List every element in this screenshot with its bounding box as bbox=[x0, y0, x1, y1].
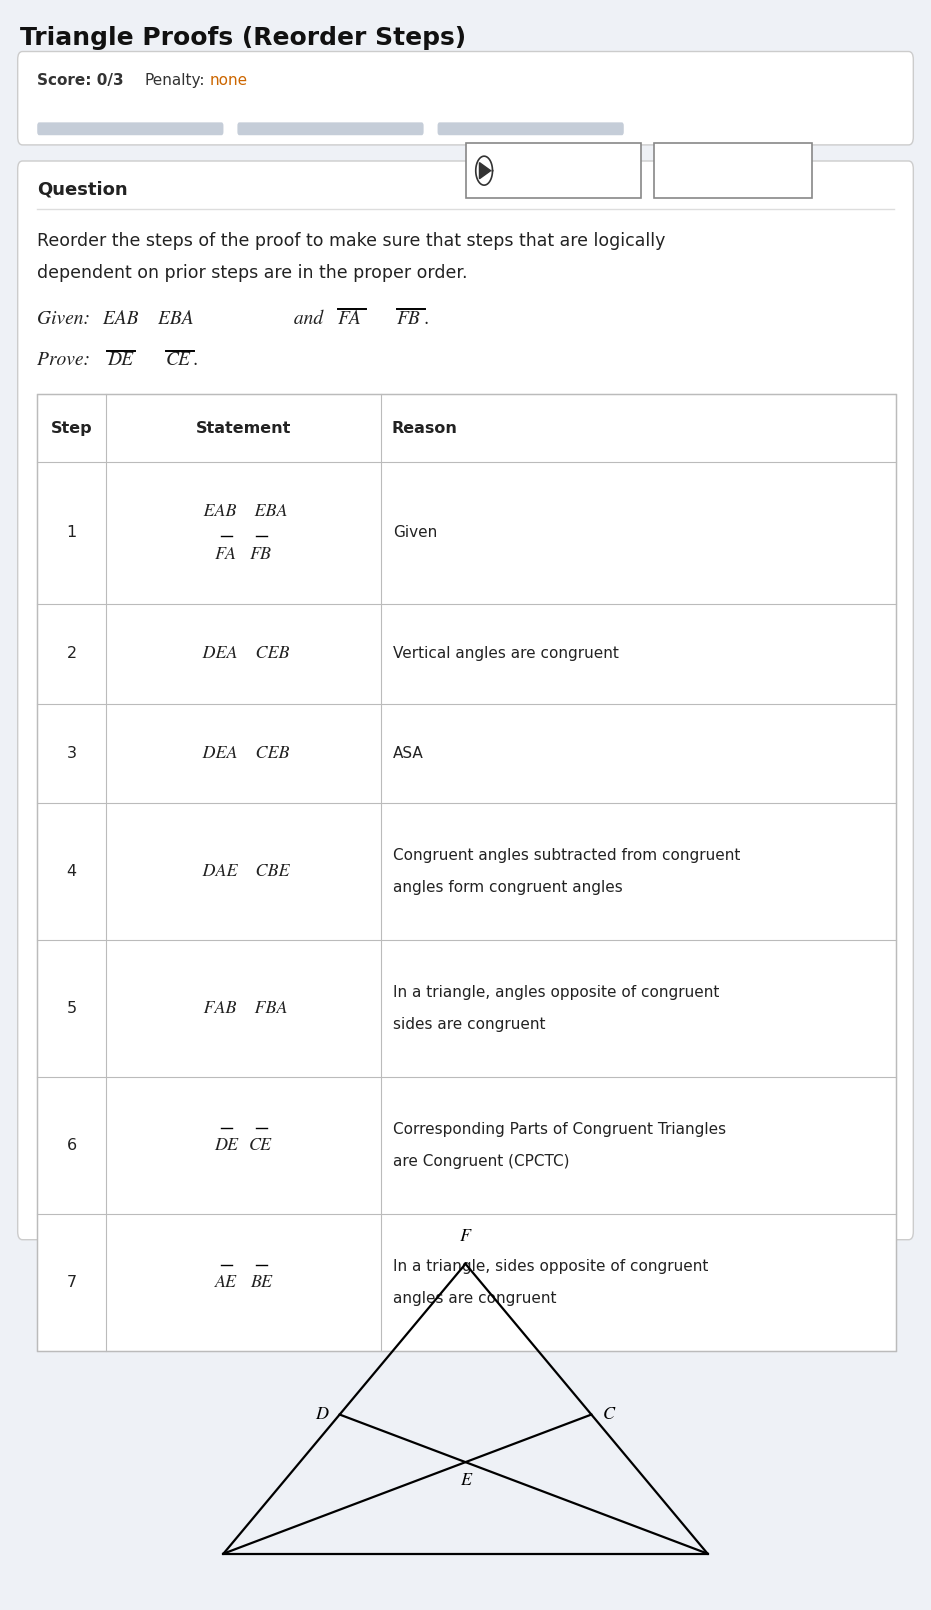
Text: none: none bbox=[209, 72, 248, 89]
Text: Step: Step bbox=[51, 420, 92, 436]
Text: .: . bbox=[425, 309, 429, 327]
FancyBboxPatch shape bbox=[37, 122, 223, 135]
Text: FA: FA bbox=[215, 546, 236, 562]
Text: ∠DAE ≅ ∠CBE: ∠DAE ≅ ∠CBE bbox=[197, 863, 289, 881]
Text: ≅: ≅ bbox=[135, 351, 150, 369]
Text: BE: BE bbox=[250, 1274, 272, 1291]
Text: Reorder the steps of the proof to make sure that steps that are logically: Reorder the steps of the proof to make s… bbox=[37, 232, 666, 250]
Text: sides are congruent: sides are congruent bbox=[393, 1018, 546, 1032]
Text: Watch Video: Watch Video bbox=[497, 163, 588, 179]
Text: dependent on prior steps are in the proper order.: dependent on prior steps are in the prop… bbox=[37, 264, 467, 282]
Text: D: D bbox=[316, 1406, 329, 1423]
Text: 7: 7 bbox=[66, 1275, 76, 1290]
Text: Given: Given bbox=[393, 525, 437, 541]
Text: Corresponding Parts of Congruent Triangles: Corresponding Parts of Congruent Triangl… bbox=[393, 1122, 726, 1137]
Text: Score: 0/3: Score: 0/3 bbox=[37, 72, 124, 89]
FancyBboxPatch shape bbox=[237, 122, 424, 135]
Text: ≅: ≅ bbox=[236, 1137, 250, 1154]
Bar bbox=[466, 143, 641, 198]
Text: △DEA ≅ △CEB: △DEA ≅ △CEB bbox=[197, 745, 289, 762]
Text: E: E bbox=[460, 1472, 471, 1489]
Text: angles are congruent: angles are congruent bbox=[393, 1291, 556, 1306]
Text: FA: FA bbox=[338, 309, 362, 327]
Text: FB: FB bbox=[250, 546, 272, 562]
Text: ≅: ≅ bbox=[366, 309, 381, 327]
Text: ≅: ≅ bbox=[236, 546, 250, 562]
Text: Statement: Statement bbox=[196, 420, 291, 436]
Text: DE: DE bbox=[214, 1137, 237, 1154]
Text: and: and bbox=[289, 309, 328, 327]
Text: Triangle Proofs (Reorder Steps): Triangle Proofs (Reorder Steps) bbox=[20, 26, 466, 50]
Polygon shape bbox=[479, 163, 491, 179]
Text: AE: AE bbox=[215, 1274, 236, 1291]
Text: .: . bbox=[194, 351, 198, 369]
Text: ASA: ASA bbox=[393, 745, 424, 762]
Text: Penalty:: Penalty: bbox=[144, 72, 205, 89]
Text: In a triangle, sides opposite of congruent: In a triangle, sides opposite of congrue… bbox=[393, 1259, 708, 1274]
Text: ∠EAB ≅ ∠EBA: ∠EAB ≅ ∠EBA bbox=[199, 504, 288, 520]
Text: 2: 2 bbox=[66, 646, 76, 662]
Text: are Congruent (CPCTC): are Congruent (CPCTC) bbox=[393, 1154, 569, 1169]
Text: CE: CE bbox=[166, 351, 191, 369]
Text: 3: 3 bbox=[67, 745, 76, 762]
Text: ≅: ≅ bbox=[236, 1274, 250, 1291]
Text: DE: DE bbox=[107, 351, 133, 369]
FancyBboxPatch shape bbox=[438, 122, 624, 135]
Text: C: C bbox=[602, 1406, 614, 1423]
Text: FB: FB bbox=[397, 309, 421, 327]
Text: In a triangle, angles opposite of congruent: In a triangle, angles opposite of congru… bbox=[393, 985, 719, 1000]
Text: Show Examples: Show Examples bbox=[675, 163, 790, 179]
Text: 1: 1 bbox=[66, 525, 76, 541]
Text: Given:: Given: bbox=[37, 309, 95, 327]
Text: Question: Question bbox=[37, 180, 128, 198]
Text: CE: CE bbox=[250, 1137, 272, 1154]
Text: 5: 5 bbox=[66, 1001, 76, 1016]
Text: ∠FAB ≅ ∠FBA: ∠FAB ≅ ∠FBA bbox=[199, 1000, 288, 1018]
Bar bbox=[37, 394, 896, 1351]
Text: F: F bbox=[460, 1228, 471, 1245]
Text: ∠DEA ≅ ∠CEB: ∠DEA ≅ ∠CEB bbox=[197, 646, 289, 662]
FancyBboxPatch shape bbox=[18, 161, 913, 1240]
Text: 4: 4 bbox=[66, 865, 76, 879]
Text: Prove:: Prove: bbox=[37, 351, 95, 369]
Text: Vertical angles are congruent: Vertical angles are congruent bbox=[393, 646, 618, 662]
FancyBboxPatch shape bbox=[18, 52, 913, 145]
Text: ∠EAB ≅ ∠EBA: ∠EAB ≅ ∠EBA bbox=[98, 309, 194, 327]
Bar bbox=[654, 143, 812, 198]
Text: Reason: Reason bbox=[392, 420, 458, 436]
Text: Congruent angles subtracted from congruent: Congruent angles subtracted from congrue… bbox=[393, 848, 740, 863]
Text: angles form congruent angles: angles form congruent angles bbox=[393, 881, 623, 895]
Text: 6: 6 bbox=[66, 1138, 76, 1153]
